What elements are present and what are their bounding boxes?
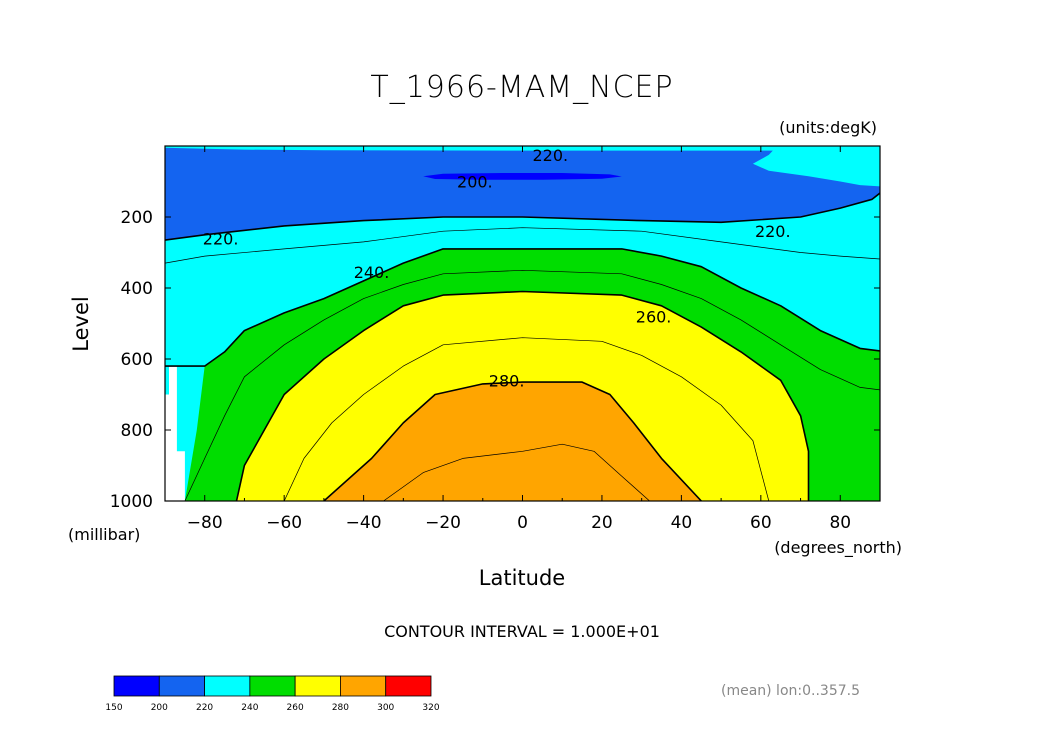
y-units-label: (millibar) (68, 525, 140, 544)
colorbar-label: 240 (241, 703, 258, 713)
contour-line (323, 381, 702, 501)
y-tick-label: 800 (121, 421, 153, 441)
x-tick-label: 20 (591, 513, 613, 533)
colorbar-swatch (158, 675, 205, 697)
plot-area (165, 146, 880, 501)
y-tick-label: 400 (121, 279, 153, 299)
contour-label: 220. (203, 229, 239, 248)
contour-label: 280. (489, 371, 525, 390)
filled-region (423, 173, 622, 180)
colorbar-swatch (294, 675, 341, 697)
colorbar-swatch (204, 675, 251, 697)
y-axis-label: Level (69, 296, 93, 351)
colorbar-label: 260 (287, 703, 304, 713)
x-tick-label: −80 (187, 513, 223, 533)
x-units-label: (degrees_north) (774, 538, 902, 558)
contour-lines (165, 192, 880, 501)
x-tick-label: 80 (829, 513, 851, 533)
x-tick-label: −20 (425, 513, 461, 533)
colorbar-label: 300 (377, 703, 394, 713)
contour-line (165, 192, 880, 241)
contour-label: 260. (636, 307, 672, 326)
x-tick-label: 60 (750, 513, 772, 533)
x-axis-ticks: −80 −60 −40 −20 0 20 40 60 80 (164, 146, 881, 533)
contour-label: 220. (532, 146, 568, 165)
y-tick-label: 200 (121, 208, 153, 228)
x-tick-label: −40 (346, 513, 382, 533)
colorbar: 150 200 220 240 260 280 300 320 (105, 675, 440, 713)
y-axis-ticks: 200 400 600 800 1000 (110, 208, 880, 512)
footnote: (mean) lon:0..357.5 (721, 683, 860, 699)
x-tick-label: 0 (517, 513, 528, 533)
filled-regions (165, 147, 880, 501)
contour-label: 200. (457, 173, 493, 192)
x-axis-label: Latitude (479, 566, 565, 590)
contour-label: 240. (354, 263, 390, 282)
contour-line (165, 227, 880, 264)
colorbar-swatch (385, 675, 432, 697)
contour-line (184, 269, 880, 501)
x-tick-label: 40 (671, 513, 693, 533)
colorbar-swatch (249, 675, 296, 697)
colorbar-label: 280 (332, 703, 349, 713)
y-tick-label: 1000 (110, 492, 153, 512)
units-label: (units:degK) (779, 118, 877, 137)
colorbar-label: 320 (422, 703, 439, 713)
contour-line (165, 248, 880, 367)
contour-labels: 220. 200. 220. 220. 240. 260. 280. (203, 146, 791, 390)
contour-label: 220. (755, 222, 791, 241)
contour-line (235, 290, 810, 501)
contour-interval-text: CONTOUR INTERVAL = 1.000E+01 (384, 622, 660, 641)
filled-region (323, 382, 702, 501)
x-tick-label: −60 (266, 513, 302, 533)
colorbar-label: 220 (196, 703, 213, 713)
contour-line (283, 337, 770, 501)
colorbar-label: 200 (151, 703, 168, 713)
colorbar-label: 150 (105, 703, 122, 713)
colorbar-swatch (340, 675, 387, 697)
contour-line (383, 443, 650, 501)
colorbar-swatch (113, 675, 160, 697)
filled-region (165, 147, 880, 241)
filled-region (165, 366, 185, 501)
y-tick-label: 600 (121, 350, 153, 370)
chart-title: T_1966-MAM_NCEP (370, 70, 673, 105)
